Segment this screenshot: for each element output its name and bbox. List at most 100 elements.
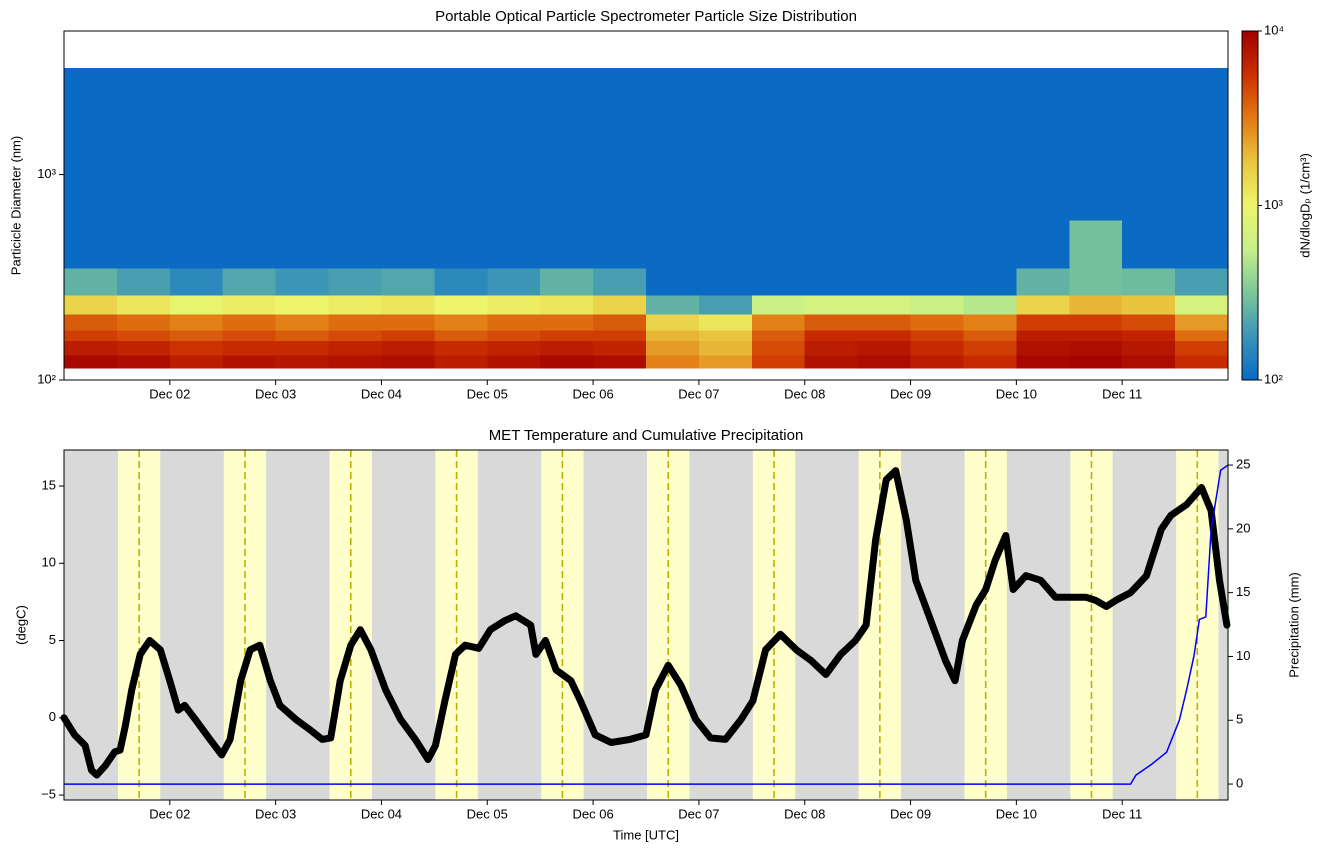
colorbar-tick-label: 10³ [1264, 197, 1283, 212]
heatmap-cell [169, 340, 224, 356]
heatmap-cell [593, 268, 647, 296]
heatmap-cell [1069, 220, 1123, 269]
heatmap-cell [1016, 220, 1070, 269]
heatmap-cell [222, 295, 277, 315]
x-axis-label: Time [UTC] [613, 827, 679, 842]
x-tick-label: Dec 11 [1102, 386, 1142, 401]
heatmap-cell [64, 68, 118, 221]
heatmap-cell [963, 340, 1017, 356]
heatmap-cell [751, 220, 806, 269]
heatmap-cell [646, 330, 700, 342]
heatmap-cell [698, 330, 753, 342]
heatmap-cell [857, 268, 912, 296]
heatmap-cell [857, 355, 912, 369]
heatmap-cell [1016, 355, 1070, 369]
heatmap-cell [646, 314, 700, 331]
heatmap-cell [751, 314, 806, 331]
heatmap-cell [116, 314, 171, 331]
heatmap-cell [275, 268, 330, 296]
y2-tick-label: 0 [1236, 775, 1243, 790]
heatmap-cell [434, 355, 488, 369]
heatmap-cell [1122, 314, 1176, 331]
heatmap-cell [646, 295, 700, 315]
heatmap-cell [1016, 330, 1070, 342]
heatmap-cell [1175, 355, 1229, 369]
y-tick-label: 15 [42, 477, 56, 492]
heatmap-cell [698, 355, 753, 369]
heatmap-cell [910, 295, 965, 315]
heatmap-cell [910, 330, 965, 342]
x-tick-label: Dec 05 [467, 806, 508, 821]
heatmap-cell [751, 330, 806, 342]
heatmap-cell [1122, 340, 1176, 356]
heatmap-cell [910, 220, 965, 269]
heatmap-cell [963, 68, 1017, 221]
heatmap-cell [275, 330, 330, 342]
heatmap-cell [698, 268, 753, 296]
x-tick-label: Dec 04 [361, 386, 402, 401]
heatmap-cell [857, 220, 912, 269]
heatmap-cell [540, 314, 594, 331]
heatmap-cell [540, 330, 594, 342]
heatmap-cell [328, 268, 383, 296]
heatmap-cell [857, 314, 912, 331]
heatmap-cell [1016, 268, 1070, 296]
x-tick-label: Dec 06 [572, 386, 613, 401]
y-axis-label: Particicle Diameter (nm) [8, 136, 23, 275]
heatmap-cell [1016, 295, 1070, 315]
heatmap-cell [64, 268, 118, 296]
heatmap-cell [328, 314, 383, 331]
heatmap-cell [116, 268, 171, 296]
y2-tick-label: 5 [1236, 712, 1243, 727]
heatmap-cell [804, 314, 859, 331]
precipitation-line [63, 464, 1229, 785]
heatmap-cell [1069, 314, 1123, 331]
heatmap-cell [1175, 295, 1229, 315]
heatmap-cell [540, 268, 594, 296]
heatmap-cell [804, 340, 859, 356]
heatmap-cell [222, 330, 277, 342]
heatmap-cell [487, 340, 541, 356]
heatmap-cell [646, 268, 700, 296]
heatmap-cell [169, 355, 224, 369]
heatmap-cell [381, 268, 435, 296]
heatmap-cell [222, 314, 277, 331]
heatmap-cell [1069, 330, 1123, 342]
heatmap-cell [540, 68, 594, 221]
heatmap-cell [222, 220, 277, 269]
heatmap-cell [1069, 295, 1123, 315]
heatmap-cell [222, 355, 277, 369]
heatmap-cell [222, 268, 277, 296]
heatmap-cell [328, 330, 383, 342]
heatmap-cell [1175, 330, 1229, 342]
heatmap-cell [116, 68, 171, 221]
heatmap-cell [646, 68, 700, 221]
x-tick-label: Dec 02 [149, 806, 190, 821]
heatmap-cell [698, 68, 753, 221]
heatmap-cell [1069, 340, 1123, 356]
heatmap-cell [593, 68, 647, 221]
heatmap-cell [593, 295, 647, 315]
heatmap-cell [1016, 68, 1070, 221]
heatmap-cell [593, 220, 647, 269]
heatmap-cell [751, 355, 806, 369]
heatmap-cell [646, 340, 700, 356]
heatmap-cell [381, 314, 435, 331]
heatmap-cell [804, 355, 859, 369]
plot-frame [63, 449, 1229, 801]
heatmap-cell [64, 314, 118, 331]
heatmap-cell [116, 355, 171, 369]
heatmap-cell [487, 220, 541, 269]
heatmap-cell [381, 68, 435, 221]
x-tick-label: Dec 07 [678, 806, 719, 821]
heatmap-cell [751, 68, 806, 221]
colorbar-tick-label: 10⁴ [1264, 22, 1284, 37]
y-tick-label: 5 [49, 632, 56, 647]
heatmap-cell [275, 340, 330, 356]
heatmap-cell [328, 355, 383, 369]
heatmap-cell [698, 220, 753, 269]
x-tick-label: Dec 07 [678, 386, 719, 401]
heatmap-cell [222, 68, 277, 221]
heatmap-cell [540, 295, 594, 315]
